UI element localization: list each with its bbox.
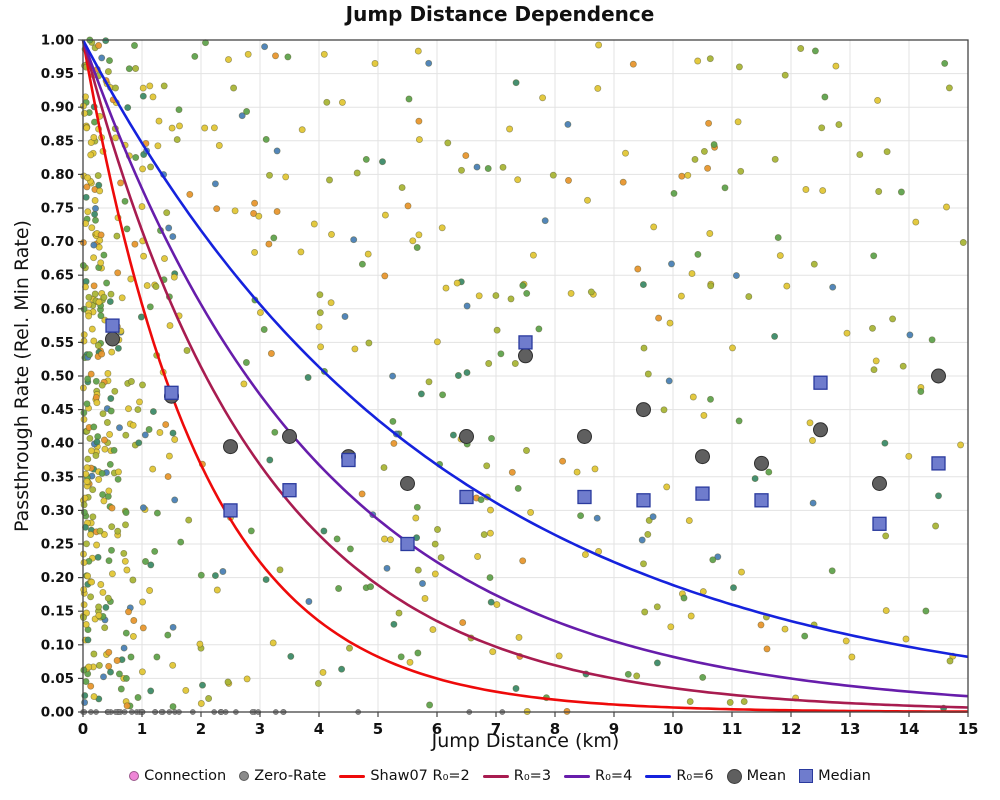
legend-marker-connection (129, 771, 140, 781)
svg-text:0.30: 0.30 (41, 503, 74, 519)
legend-item-median: Median (799, 768, 871, 784)
chart-title: Jump Distance Dependence (345, 2, 655, 26)
svg-text:12: 12 (781, 720, 802, 738)
grid (82, 39, 969, 713)
legend-label-zero-rate: Zero-Rate (254, 768, 327, 784)
legend-label-r-4: R₀=4 (595, 768, 633, 784)
curve-r-4 (81, 39, 969, 698)
svg-text:14: 14 (899, 720, 920, 738)
svg-text:0.40: 0.40 (41, 436, 74, 452)
legend-item-connection: Connection (129, 768, 226, 784)
legend-item-mean: Mean (726, 768, 787, 784)
svg-text:0.10: 0.10 (41, 637, 74, 653)
y-tick-labels: 0.00 0.05 0.10 0.15 0.20 0.25 0.30 0.35 0.40 0.45… (41, 33, 74, 721)
svg-text:11: 11 (722, 720, 743, 738)
svg-text:0.75: 0.75 (41, 201, 74, 217)
svg-text:8: 8 (550, 720, 560, 738)
svg-text:0.20: 0.20 (41, 570, 74, 586)
svg-text:0.05: 0.05 (41, 671, 74, 687)
svg-text:0.90: 0.90 (41, 100, 74, 116)
svg-text:3: 3 (255, 720, 265, 738)
legend-marker-shaw07-r-2 (339, 774, 366, 778)
legend-label-r-3: R₀=3 (513, 768, 552, 784)
svg-text:9: 9 (609, 720, 619, 738)
legend-item-zero-rate: Zero-Rate (239, 768, 326, 784)
legend-item-r-3: R₀=3 (482, 768, 552, 784)
legend-item-r-4: R₀=4 (564, 768, 632, 784)
svg-text:0.65: 0.65 (41, 268, 74, 284)
svg-text:0.15: 0.15 (41, 604, 74, 620)
legend-label-r-6: R₀=6 (676, 768, 714, 784)
svg-text:1: 1 (137, 720, 147, 738)
curve-r-6 (81, 39, 969, 659)
svg-text:0.60: 0.60 (41, 301, 74, 317)
legend-label-connection: Connection (144, 768, 227, 784)
svg-text:2: 2 (196, 720, 206, 738)
y-axis-label: Passthrough Rate (Rel. Min Rate) (11, 220, 33, 532)
svg-text:4: 4 (314, 720, 324, 738)
legend-item-r-6: R₀=6 (645, 768, 714, 784)
svg-text:0: 0 (78, 720, 88, 738)
legend-item-shaw07-r-2: Shaw07 R₀=2 (339, 768, 470, 784)
svg-text:0.50: 0.50 (41, 369, 74, 385)
svg-text:7: 7 (491, 720, 501, 738)
svg-text:0.00: 0.00 (41, 705, 74, 721)
svg-text:0.25: 0.25 (41, 537, 74, 553)
curve-r-3 (81, 39, 969, 709)
svg-text:13: 13 (840, 720, 861, 738)
svg-text:10: 10 (663, 720, 684, 738)
svg-text:0.85: 0.85 (41, 133, 74, 149)
legend-label-shaw07-r-2: Shaw07 R₀=2 (370, 768, 470, 784)
svg-text:6: 6 (432, 720, 442, 738)
chart-legend: Connection Zero-Rate Shaw07 R₀=2 R₀=3 R₀=4 R₀… (0, 768, 1000, 784)
legend-label-mean: Mean (746, 768, 787, 784)
axis-ticks (78, 39, 969, 717)
connection-points (79, 36, 967, 715)
legend-marker-r-6 (645, 774, 672, 778)
svg-text:1.00: 1.00 (41, 33, 74, 49)
svg-text:0.70: 0.70 (41, 234, 74, 250)
x-tick-labels: 0 1 2 3 4 5 6 7 8 9 10 11 12 13 14 15 (78, 720, 979, 738)
curve-shaw07-r-2 (81, 39, 968, 713)
svg-text:15: 15 (958, 720, 979, 738)
median-markers (105, 318, 946, 552)
legend-marker-median (799, 769, 814, 783)
svg-text:5: 5 (373, 720, 383, 738)
legend-marker-r-3 (482, 774, 509, 778)
svg-text:0.80: 0.80 (41, 167, 74, 183)
legend-label-median: Median (818, 768, 871, 784)
svg-text:0.35: 0.35 (41, 469, 74, 485)
legend-marker-zero-rate (239, 771, 250, 781)
svg-text:0.45: 0.45 (41, 402, 74, 418)
svg-text:0.55: 0.55 (41, 335, 74, 351)
legend-marker-r-4 (564, 774, 591, 778)
legend-marker-mean (726, 768, 742, 784)
x-axis-label: Jump Distance (km) (431, 730, 620, 752)
svg-text:0.95: 0.95 (41, 66, 74, 82)
